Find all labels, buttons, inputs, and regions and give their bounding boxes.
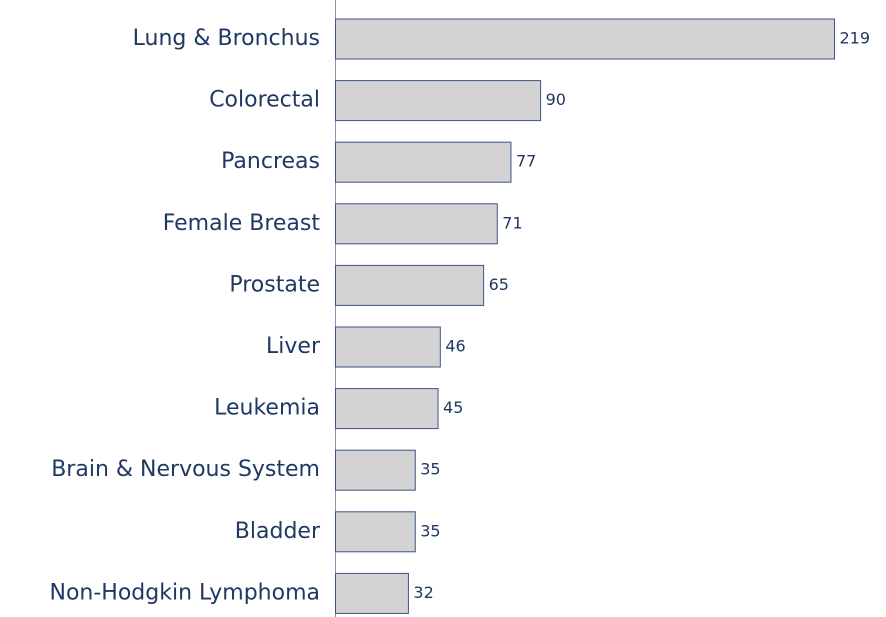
value-label: 46 xyxy=(445,337,465,356)
value-label: 45 xyxy=(443,398,463,417)
value-label: 32 xyxy=(413,583,433,602)
bar xyxy=(335,264,485,306)
category-label: Prostate xyxy=(229,272,320,297)
value-label: 219 xyxy=(840,29,871,48)
bar xyxy=(335,572,409,614)
category-label: Female Breast xyxy=(163,211,321,236)
bar xyxy=(335,388,439,430)
value-label: 35 xyxy=(420,521,440,540)
value-label: 90 xyxy=(546,90,566,109)
category-label: Non-Hodgkin Lymphoma xyxy=(50,580,321,605)
category-label: Bladder xyxy=(235,519,321,544)
bar xyxy=(335,449,416,491)
category-label: Lung & Bronchus xyxy=(133,26,320,51)
category-label: Pancreas xyxy=(221,149,320,174)
bar xyxy=(335,203,498,245)
bar xyxy=(335,326,441,368)
category-label: Liver xyxy=(266,334,321,359)
bar xyxy=(335,18,835,60)
category-label: Leukemia xyxy=(214,396,320,421)
bar xyxy=(335,511,416,553)
value-label: 71 xyxy=(502,213,522,232)
category-label: Brain & Nervous System xyxy=(51,457,320,482)
category-label: Colorectal xyxy=(209,88,320,113)
value-label: 77 xyxy=(516,152,536,171)
bar xyxy=(335,80,542,122)
bar xyxy=(335,141,512,183)
value-label: 35 xyxy=(420,460,440,479)
value-label: 65 xyxy=(489,275,509,294)
